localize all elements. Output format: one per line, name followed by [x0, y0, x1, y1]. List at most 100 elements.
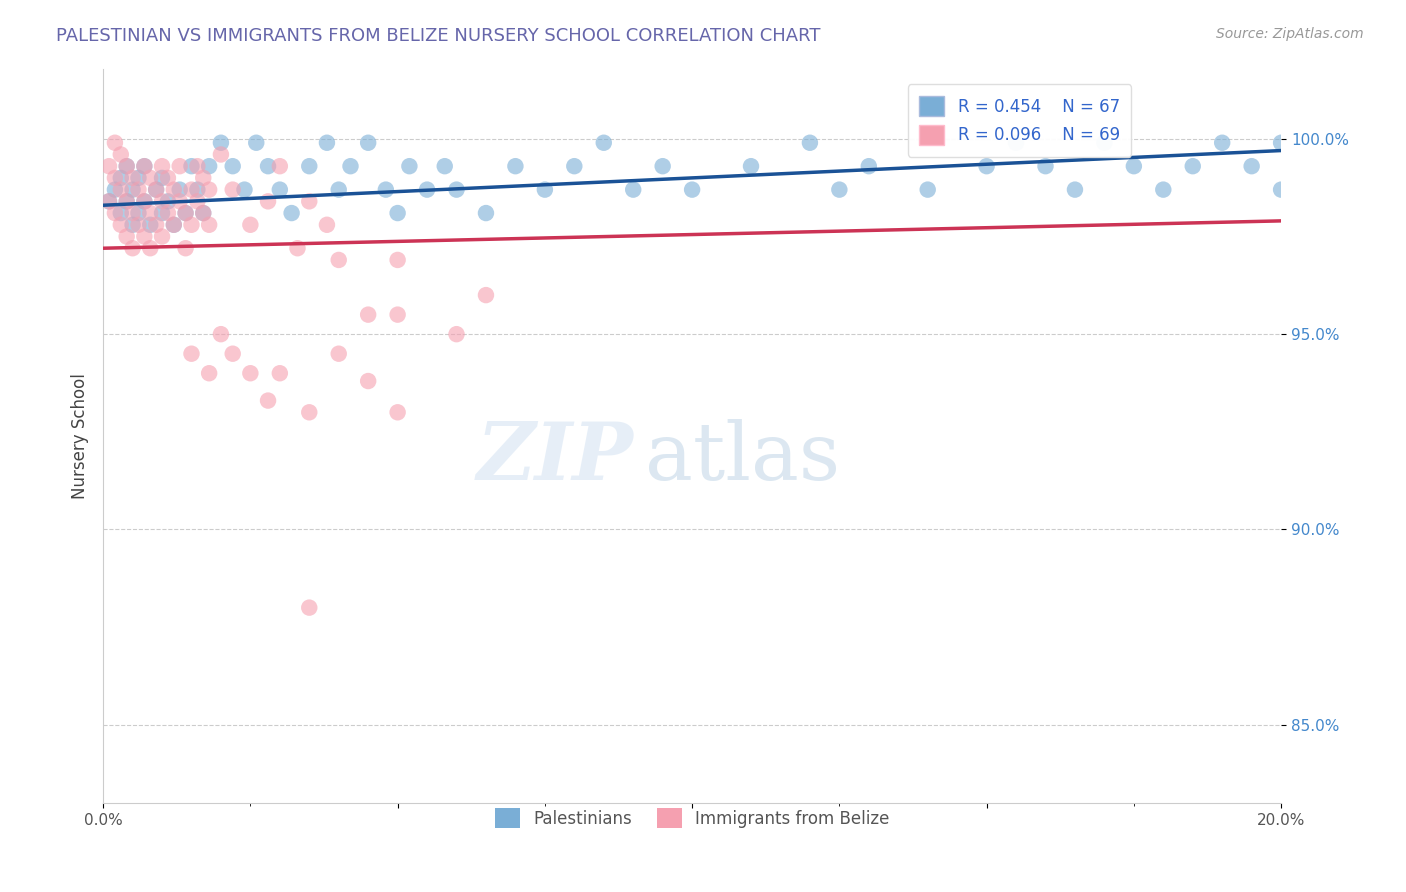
Point: [269, 366, 291, 380]
Point: [357, 374, 380, 388]
Point: [387, 252, 409, 267]
Text: PALESTINIAN VS IMMIGRANTS FROM BELIZE NURSERY SCHOOL CORRELATION CHART: PALESTINIAN VS IMMIGRANTS FROM BELIZE NU…: [56, 27, 821, 45]
Point: [1181, 159, 1204, 173]
Point: [651, 159, 673, 173]
Point: [316, 136, 339, 150]
Point: [110, 218, 132, 232]
Point: [121, 206, 143, 220]
Point: [446, 327, 468, 342]
Point: [976, 159, 998, 173]
Point: [298, 159, 321, 173]
Point: [104, 206, 127, 220]
Point: [127, 183, 149, 197]
Point: [799, 136, 821, 150]
Point: [174, 241, 197, 255]
Point: [209, 327, 232, 342]
Point: [387, 405, 409, 419]
Point: [115, 159, 138, 173]
Legend: Palestinians, Immigrants from Belize: Palestinians, Immigrants from Belize: [488, 801, 896, 835]
Point: [180, 183, 202, 197]
Point: [150, 170, 173, 185]
Point: [127, 218, 149, 232]
Point: [115, 229, 138, 244]
Point: [115, 194, 138, 209]
Y-axis label: Nursery School: Nursery School: [72, 373, 89, 499]
Point: [446, 183, 468, 197]
Point: [163, 183, 186, 197]
Point: [198, 183, 221, 197]
Point: [139, 218, 162, 232]
Point: [222, 159, 245, 173]
Point: [134, 194, 156, 209]
Point: [145, 218, 167, 232]
Point: [156, 194, 179, 209]
Point: [121, 241, 143, 255]
Point: [562, 159, 585, 173]
Point: [505, 159, 527, 173]
Point: [209, 147, 232, 161]
Point: [104, 136, 127, 150]
Point: [139, 170, 162, 185]
Point: [134, 159, 156, 173]
Point: [180, 347, 202, 361]
Point: [193, 170, 215, 185]
Point: [1270, 136, 1292, 150]
Point: [357, 308, 380, 322]
Point: [127, 206, 149, 220]
Point: [298, 194, 321, 209]
Point: [134, 159, 156, 173]
Point: [139, 241, 162, 255]
Point: [156, 206, 179, 220]
Point: [374, 183, 396, 197]
Point: [169, 159, 191, 173]
Point: [134, 229, 156, 244]
Point: [198, 366, 221, 380]
Point: [416, 183, 439, 197]
Point: [98, 194, 121, 209]
Point: [115, 159, 138, 173]
Point: [150, 159, 173, 173]
Point: [1270, 183, 1292, 197]
Point: [198, 159, 221, 173]
Point: [139, 206, 162, 220]
Point: [145, 183, 167, 197]
Point: [150, 229, 173, 244]
Point: [193, 206, 215, 220]
Point: [287, 241, 309, 255]
Point: [121, 183, 143, 197]
Point: [163, 218, 186, 232]
Point: [339, 159, 361, 173]
Point: [110, 147, 132, 161]
Point: [387, 308, 409, 322]
Point: [828, 183, 851, 197]
Point: [357, 136, 380, 150]
Point: [917, 183, 939, 197]
Point: [858, 159, 880, 173]
Point: [110, 183, 132, 197]
Point: [740, 159, 762, 173]
Point: [110, 170, 132, 185]
Point: [257, 194, 280, 209]
Point: [475, 206, 498, 220]
Text: ZIP: ZIP: [477, 419, 633, 497]
Point: [198, 218, 221, 232]
Point: [257, 393, 280, 408]
Point: [110, 206, 132, 220]
Point: [98, 159, 121, 173]
Point: [239, 366, 262, 380]
Point: [104, 170, 127, 185]
Point: [150, 206, 173, 220]
Point: [592, 136, 614, 150]
Point: [186, 183, 208, 197]
Point: [1240, 159, 1263, 173]
Point: [169, 194, 191, 209]
Point: [257, 159, 280, 173]
Point: [534, 183, 557, 197]
Point: [134, 194, 156, 209]
Point: [186, 194, 208, 209]
Point: [316, 218, 339, 232]
Point: [1064, 183, 1087, 197]
Point: [193, 206, 215, 220]
Point: [433, 159, 456, 173]
Point: [222, 347, 245, 361]
